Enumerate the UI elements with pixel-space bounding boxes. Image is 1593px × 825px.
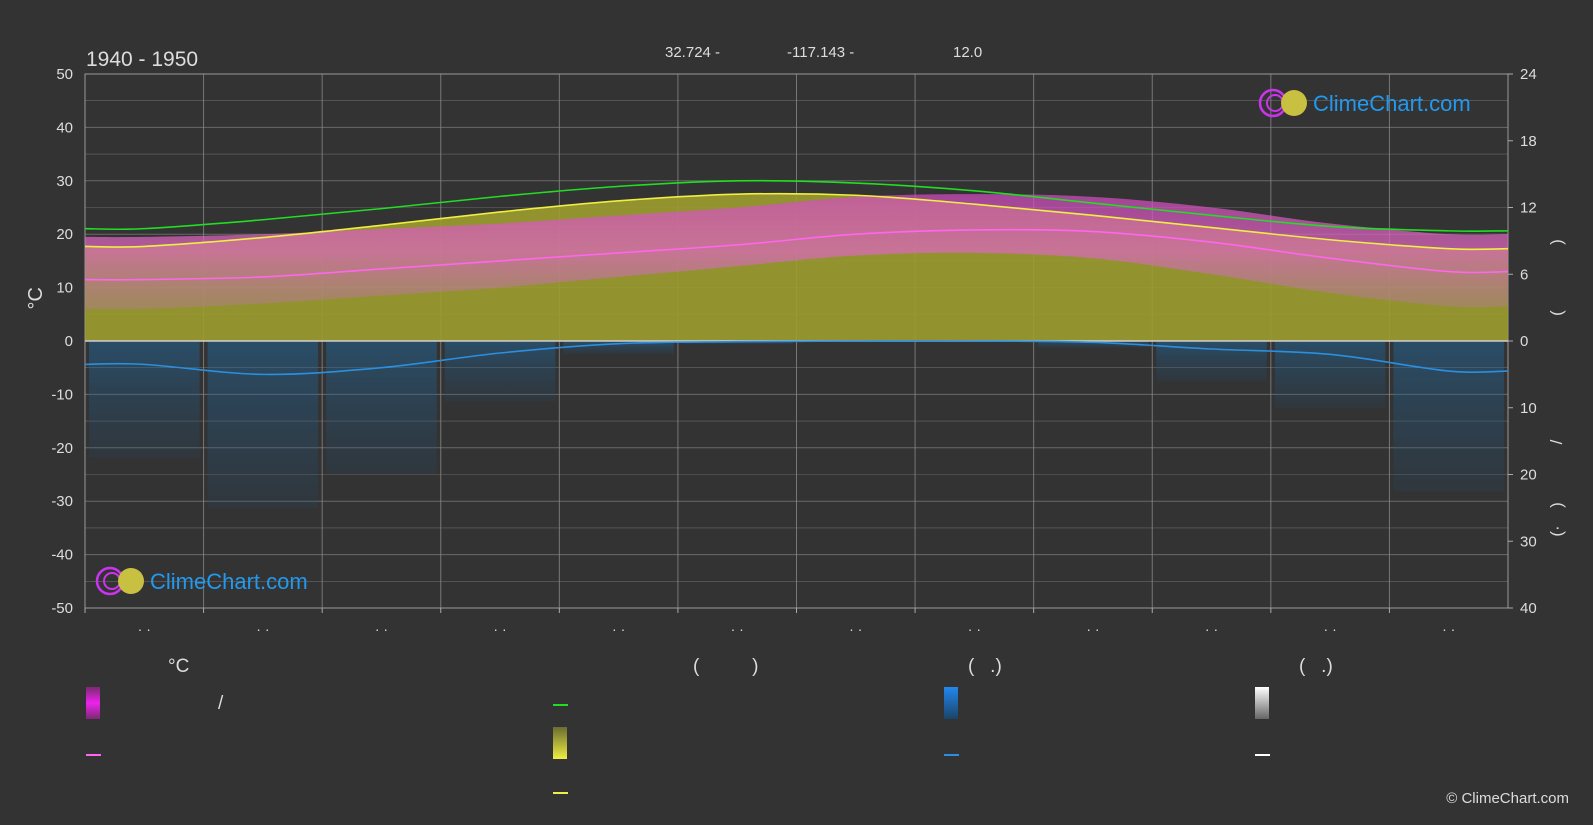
legend-sun-heading: ( ) <box>693 656 759 677</box>
left-tick-label: -40 <box>51 547 73 564</box>
legend-temp-heading: °C <box>168 656 190 677</box>
precipitation-bar <box>326 341 437 475</box>
left-tick-label: -10 <box>51 386 73 403</box>
legend-temp-range-swatch <box>86 687 100 719</box>
left-axis-label: °C <box>25 287 47 309</box>
right-bottom-tick-label: 30 <box>1520 533 1537 550</box>
right-top-tick-label: 18 <box>1520 133 1537 150</box>
legend-sunshine-range-swatch <box>553 727 567 759</box>
left-tick-label: -20 <box>51 440 73 457</box>
month-tick-label: · · <box>731 621 744 637</box>
right-axis-label-fragment: ( <box>1547 310 1566 316</box>
right-bottom-tick-label: 10 <box>1520 400 1537 417</box>
precipitation-bar <box>207 341 319 508</box>
precipitation-bar <box>1156 341 1267 382</box>
right-top-tick-label: 12 <box>1520 200 1537 217</box>
left-tick-label: 20 <box>56 226 73 243</box>
legend-temp-slash: / <box>218 693 224 714</box>
right-axis-label-fragment: ) <box>1547 502 1566 508</box>
right-axis-label-fragment: (· <box>1547 525 1566 536</box>
right-top-tick-label: 24 <box>1520 66 1537 83</box>
month-tick-label: · · <box>612 621 625 637</box>
daylight-line <box>84 179 1509 232</box>
logo-bottom-left: ClimeChart.com <box>95 566 308 596</box>
legend-snow-heading: ( .) <box>1299 656 1333 677</box>
legend-rain-mean-swatch <box>944 754 959 756</box>
month-tick-label: · · <box>375 621 388 637</box>
month-tick-label: · · <box>493 621 506 637</box>
left-tick-label: 30 <box>56 173 73 190</box>
logo-sun-icon <box>118 568 144 594</box>
month-tick-label: · · <box>1324 621 1337 637</box>
right-bottom-tick-label: 40 <box>1520 600 1537 617</box>
logo-sun-icon <box>1281 90 1307 116</box>
month-tick-label: · · <box>849 621 862 637</box>
month-tick-label: · · <box>256 621 269 637</box>
legend-temp-mean-swatch <box>86 754 101 756</box>
left-tick-label: -50 <box>51 600 73 617</box>
temperature-range-band <box>85 194 1508 310</box>
left-tick-label: 10 <box>56 280 73 297</box>
precipitation-bar <box>681 341 793 345</box>
left-tick-label: 40 <box>56 119 73 136</box>
logo-top-right: ClimeChart.com <box>1258 88 1471 118</box>
chart-svg: 50 40 30 20 10 0 -10 -20 -30 -40 -50 °C 24 18 12 6 0 10 20… <box>25 44 1566 637</box>
left-tick-label: 0 <box>65 333 73 350</box>
longitude-label: -117.143 - <box>787 44 854 61</box>
month-tick-label: · · <box>1205 621 1218 637</box>
legend: °C / ( ) ( .) ( .) © ClimeChart.com <box>0 640 1593 825</box>
elevation-label: 12.0 <box>953 44 982 61</box>
legend-snow-range-swatch <box>1255 687 1269 719</box>
precipitation-line <box>84 340 1509 376</box>
precipitation-bar <box>563 341 674 355</box>
sunshine-line <box>84 192 1509 251</box>
legend-rain-range-swatch <box>944 687 958 719</box>
logo-text-bottom: ClimeChart.com <box>150 569 308 594</box>
right-top-tick-label: 6 <box>1520 266 1528 283</box>
period-title: 1940 - 1950 <box>86 48 198 71</box>
month-tick-label: · · <box>968 621 981 637</box>
precipitation-bar <box>1393 341 1504 492</box>
legend-snow-mean-swatch <box>1255 754 1270 756</box>
right-top-tick-label: 0 <box>1520 333 1528 350</box>
copyright: © ClimeChart.com <box>1446 790 1569 807</box>
precipitation-bar <box>1274 341 1386 408</box>
precipitation-bar <box>89 341 200 458</box>
month-tick-label: · · <box>1086 621 1099 637</box>
precipitation-bar <box>1037 341 1149 348</box>
left-tick-label: -30 <box>51 493 73 510</box>
left-tick-label: 50 <box>56 66 73 83</box>
legend-rain-heading: ( .) <box>968 656 1002 677</box>
precipitation-bar <box>444 341 556 402</box>
logo-ring-inner-icon <box>1266 94 1284 112</box>
right-axis-label-fragment: ) <box>1547 239 1566 245</box>
legend-daylight-swatch <box>553 704 568 706</box>
latitude-label: 32.724 - <box>665 44 720 61</box>
month-tick-label: · · <box>1442 621 1455 637</box>
logo-text-top: ClimeChart.com <box>1313 91 1471 116</box>
right-axis-label-fragment: / <box>1547 439 1566 444</box>
temperature-mean-line <box>84 228 1509 281</box>
right-bottom-tick-label: 20 <box>1520 467 1537 484</box>
month-tick-label: · · <box>138 621 151 637</box>
legend-sunshine-mean-swatch <box>553 792 568 794</box>
